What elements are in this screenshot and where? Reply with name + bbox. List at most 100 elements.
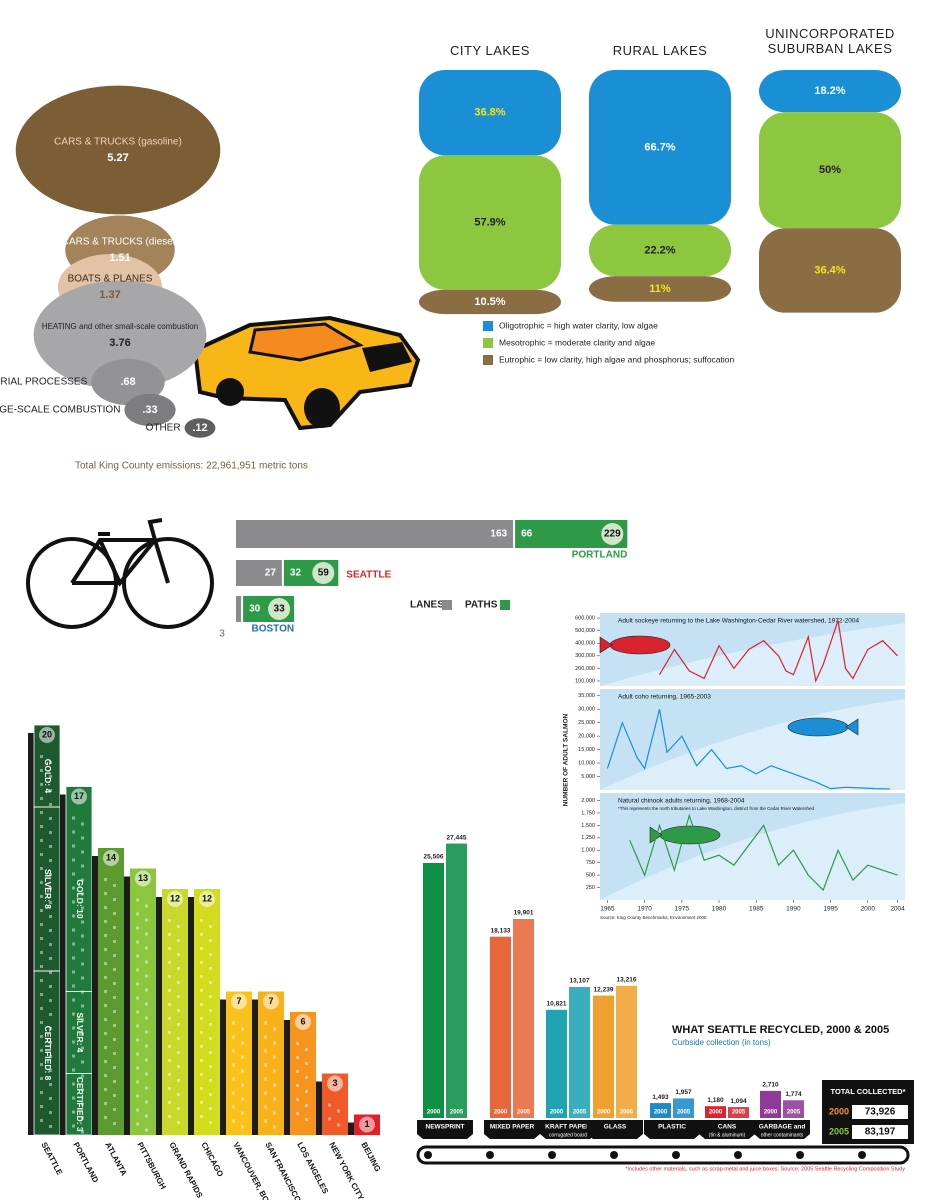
window xyxy=(209,1051,212,1054)
category-label: BOATS & PLANES xyxy=(68,274,153,285)
series-label: 2000 xyxy=(654,1110,668,1116)
window xyxy=(81,962,84,966)
window xyxy=(241,1097,244,1101)
window xyxy=(145,1058,148,1062)
window xyxy=(168,1059,171,1062)
value-label: 10,821 xyxy=(547,1001,567,1008)
x-tick-label: 1975 xyxy=(675,906,690,913)
bar xyxy=(446,843,467,1118)
window xyxy=(168,919,171,922)
x-tick-label: 1970 xyxy=(637,906,652,913)
window xyxy=(305,1076,308,1079)
window xyxy=(104,990,107,993)
window xyxy=(81,1074,84,1078)
value-label: .68 xyxy=(120,376,135,388)
value-label: 11% xyxy=(649,283,671,295)
window xyxy=(72,816,75,820)
window xyxy=(168,989,171,992)
series-label: 2000 xyxy=(709,1110,723,1116)
value-badge xyxy=(295,1014,311,1030)
series-label: 2000 xyxy=(764,1110,778,1116)
value-label: 1,774 xyxy=(785,1091,802,1098)
lake-segment xyxy=(589,70,731,225)
window xyxy=(49,1069,52,1072)
bar xyxy=(34,725,60,1135)
category-note: other contaminants xyxy=(761,1132,804,1138)
window xyxy=(145,932,148,936)
segment-label: GOLD: 4 xyxy=(43,759,53,794)
window xyxy=(40,769,43,772)
window xyxy=(200,1115,203,1118)
window xyxy=(232,1105,235,1109)
value-label: 7 xyxy=(236,996,241,1006)
legend-label: Eutrophic = low clarity, high algae and … xyxy=(499,354,735,364)
window xyxy=(104,1004,107,1007)
value-label: .12 xyxy=(192,422,207,434)
window xyxy=(209,953,212,956)
category-label: BEIJING xyxy=(359,1141,382,1173)
lake-segment xyxy=(419,289,561,315)
y-tick-label: 100,000 xyxy=(575,678,595,684)
window xyxy=(232,1049,235,1053)
emission-blob xyxy=(15,85,221,215)
y-tick-label: 1,000 xyxy=(581,848,595,854)
window xyxy=(81,948,84,952)
window xyxy=(49,887,52,890)
value-label: 36.8% xyxy=(474,107,505,119)
annotation: Total King County emissions: 22,961,951 … xyxy=(75,461,308,472)
window xyxy=(49,1111,52,1114)
window xyxy=(168,1073,171,1076)
car-illustration xyxy=(192,315,421,431)
value-badge xyxy=(167,891,183,907)
window xyxy=(113,898,116,901)
window xyxy=(273,1027,276,1031)
window xyxy=(200,1003,203,1006)
window xyxy=(209,925,212,928)
value-label: 2,710 xyxy=(762,1082,779,1089)
window xyxy=(49,971,52,974)
window xyxy=(40,1091,43,1094)
window xyxy=(113,884,116,887)
window xyxy=(264,1049,267,1053)
window xyxy=(273,1041,276,1045)
emission-blob xyxy=(184,418,216,438)
window xyxy=(49,873,52,876)
window xyxy=(177,981,180,984)
category-label: ATLANTA xyxy=(103,1141,128,1178)
window xyxy=(296,1098,299,1101)
window xyxy=(209,1121,212,1124)
value-label: 1,493 xyxy=(652,1094,669,1101)
segment-label: 30 xyxy=(249,604,261,615)
bar xyxy=(593,995,614,1118)
window xyxy=(40,909,43,912)
segment-label: SILVER: 4 xyxy=(75,1013,85,1053)
window xyxy=(209,1009,212,1012)
window xyxy=(145,904,148,908)
window xyxy=(72,956,75,960)
window xyxy=(177,1079,180,1082)
window xyxy=(40,979,43,982)
window xyxy=(209,1037,212,1040)
value-badge xyxy=(103,850,119,866)
window xyxy=(113,954,116,957)
bar-shade xyxy=(348,1122,354,1135)
window xyxy=(49,775,52,778)
window xyxy=(145,1100,148,1104)
window xyxy=(209,1107,212,1110)
window xyxy=(113,1052,116,1055)
window xyxy=(136,926,139,930)
window xyxy=(168,1101,171,1104)
window xyxy=(72,928,75,932)
total-label: 59 xyxy=(318,568,330,579)
category-label: SAN FRANCISCO xyxy=(263,1141,302,1200)
total-badge xyxy=(268,598,291,620)
window xyxy=(177,967,180,970)
window xyxy=(305,1090,308,1093)
window xyxy=(200,1101,203,1104)
window xyxy=(168,1045,171,1048)
window xyxy=(241,1111,244,1115)
bar-shade xyxy=(188,897,194,1135)
lake-segment xyxy=(759,112,901,229)
series-label: 2005 xyxy=(517,1110,531,1116)
value-label: 7 xyxy=(268,996,273,1006)
